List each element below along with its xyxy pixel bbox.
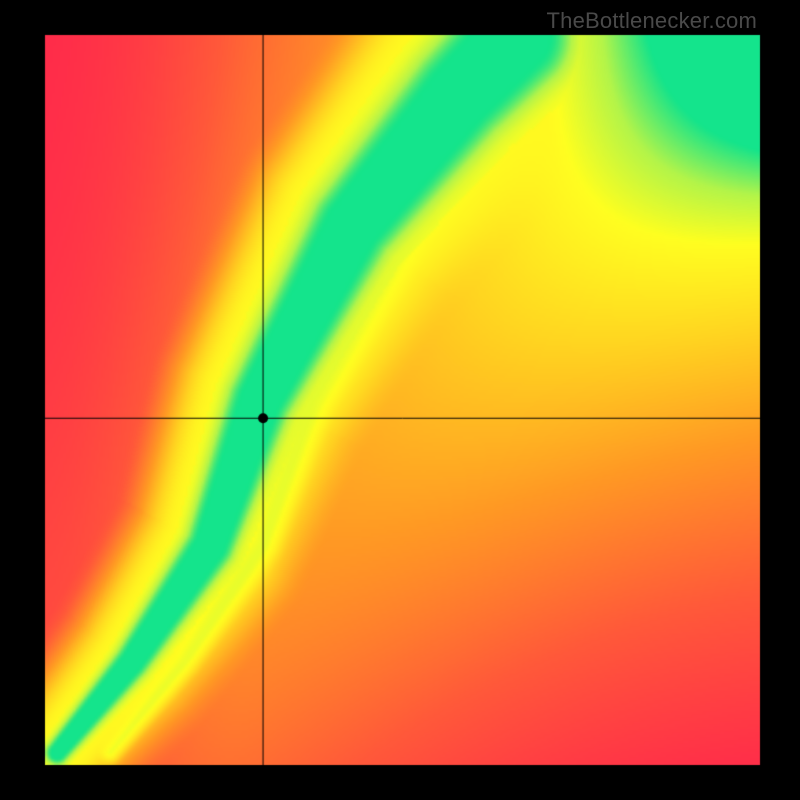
chart-container: TheBottlenecker.com: [0, 0, 800, 800]
watermark-text: TheBottlenecker.com: [547, 8, 757, 34]
bottleneck-heatmap: [0, 0, 800, 800]
